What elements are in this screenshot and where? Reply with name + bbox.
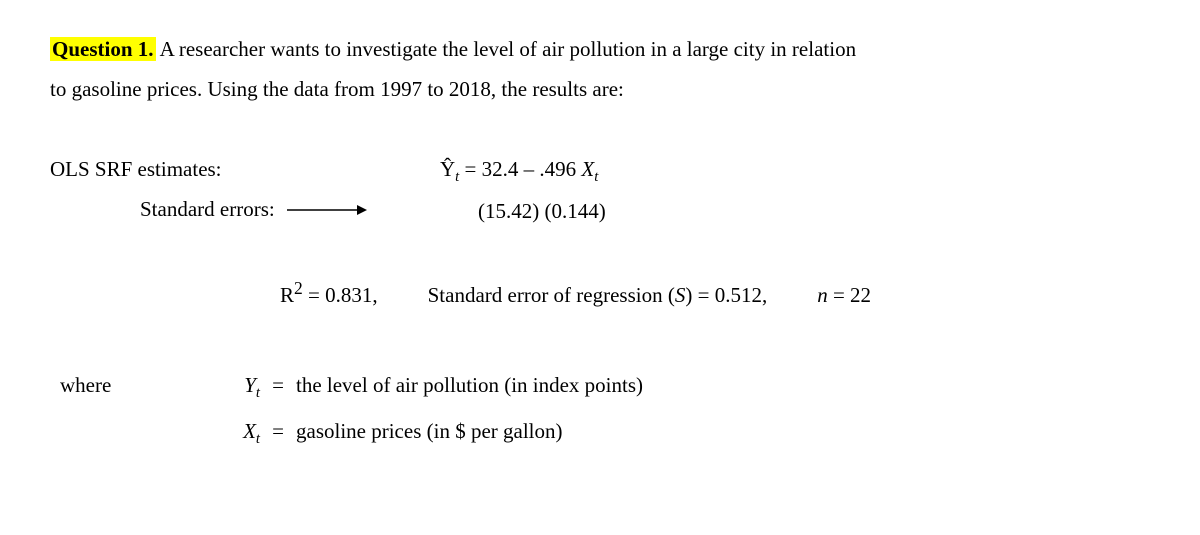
where-definitions: Yt = the level of air pollution (in inde… <box>220 366 643 458</box>
where-row: Yt = the level of air pollution (in inde… <box>220 366 643 408</box>
question-text-line2: to gasoline prices. Using the data from … <box>50 77 624 101</box>
regression-equation: Ŷt = 32.4 – .496 Xt <box>440 150 606 192</box>
question-text-line1: A researcher wants to investigate the le… <box>156 37 857 61</box>
where-block: where Yt = the level of air pollution (i… <box>50 366 1150 458</box>
where-symbol: Xt <box>220 412 260 454</box>
where-row: Xt = gasoline prices (in $ per gallon) <box>220 412 643 454</box>
standard-errors-label-row: Standard errors: <box>50 190 410 230</box>
where-definition: gasoline prices (in $ per gallon) <box>296 412 563 452</box>
se-regression: Standard error of regression (S) = 0.512… <box>428 276 768 316</box>
regression-standard-errors: (15.42) (0.144) <box>440 192 606 232</box>
question-paragraph: Question 1. A researcher wants to invest… <box>50 30 1150 110</box>
arrow-icon <box>287 203 367 217</box>
where-symbol: Yt <box>220 366 260 408</box>
estimates-block: OLS SRF estimates: Standard errors: Ŷt =… <box>50 150 1150 232</box>
where-definition: the level of air pollution (in index poi… <box>296 366 643 406</box>
estimates-right: Ŷt = 32.4 – .496 Xt (15.42) (0.144) <box>440 150 606 232</box>
sample-size: n = 22 <box>817 276 871 316</box>
r-squared: R2 = 0.831, <box>280 272 378 316</box>
ols-srf-label: OLS SRF estimates: <box>50 150 410 190</box>
estimates-left: OLS SRF estimates: Standard errors: <box>50 150 410 230</box>
question-label: Question 1. <box>50 37 156 61</box>
equals-sign: = <box>260 412 296 452</box>
where-label: where <box>50 366 220 406</box>
equals-sign: = <box>260 366 296 406</box>
standard-errors-label: Standard errors: <box>140 190 275 230</box>
stats-row: R2 = 0.831, Standard error of regression… <box>50 272 1150 316</box>
